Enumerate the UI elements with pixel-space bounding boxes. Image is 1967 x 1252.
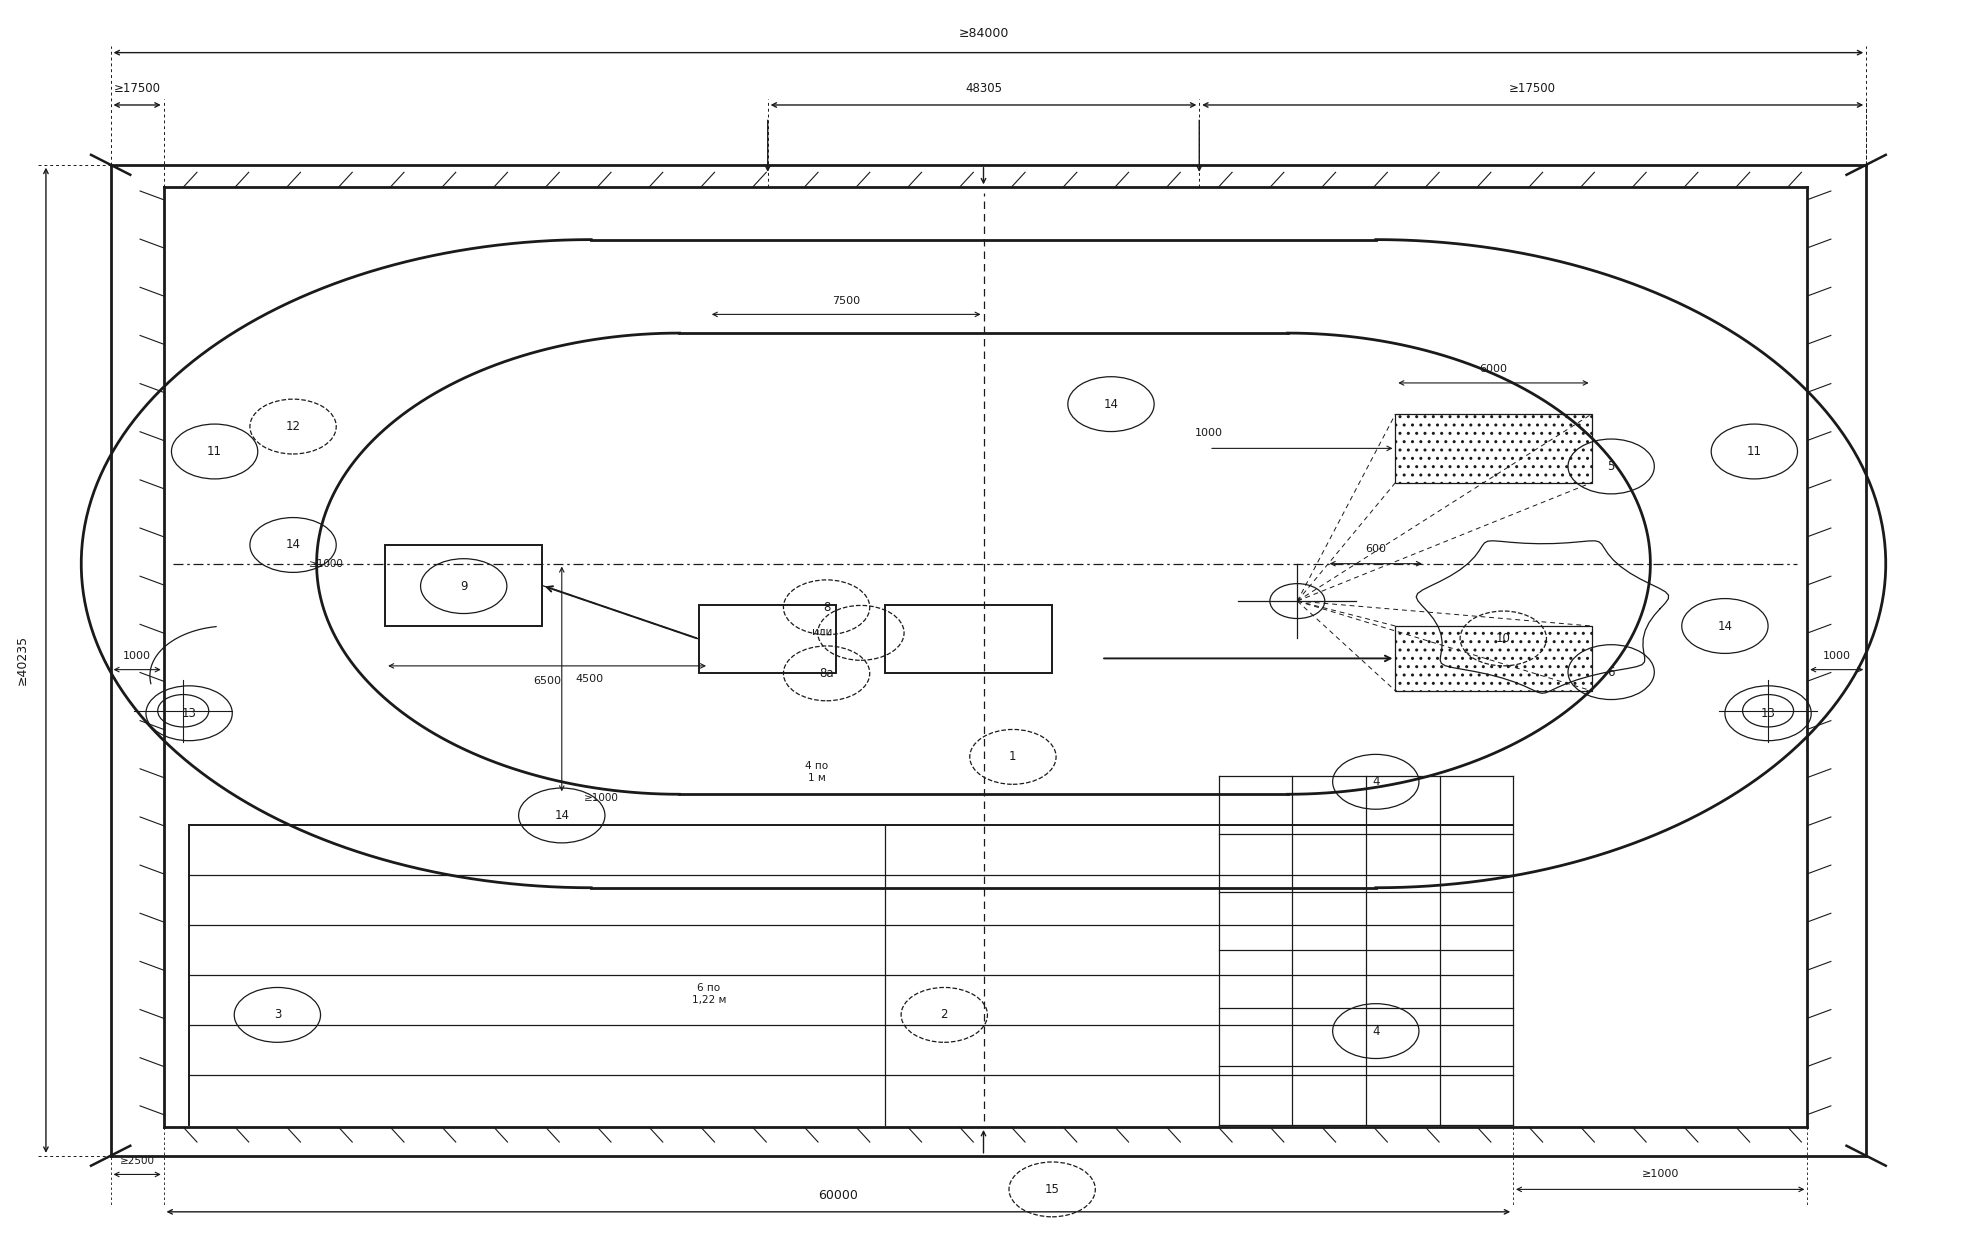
Text: 1000: 1000 bbox=[1196, 428, 1223, 438]
Text: 4: 4 bbox=[1373, 775, 1379, 789]
Text: 6 по
1,22 м: 6 по 1,22 м bbox=[692, 983, 726, 1004]
Text: 14: 14 bbox=[1717, 620, 1733, 632]
Text: 600: 600 bbox=[1365, 543, 1387, 553]
Text: 8а: 8а bbox=[820, 667, 834, 680]
Text: 4500: 4500 bbox=[576, 674, 604, 684]
Text: 1000: 1000 bbox=[124, 651, 151, 661]
Bar bbox=[885, 605, 1052, 674]
Text: 11: 11 bbox=[1747, 444, 1762, 458]
Text: 14: 14 bbox=[555, 809, 568, 823]
Text: 9: 9 bbox=[460, 580, 468, 592]
Text: 6: 6 bbox=[1607, 666, 1615, 679]
Text: 7500: 7500 bbox=[832, 295, 860, 305]
Text: 14: 14 bbox=[1103, 398, 1119, 411]
Text: 8: 8 bbox=[822, 601, 830, 613]
Text: ≥1000: ≥1000 bbox=[309, 558, 344, 568]
Text: ≥17500: ≥17500 bbox=[114, 83, 161, 95]
Text: 2: 2 bbox=[940, 1008, 948, 1022]
Text: или: или bbox=[812, 627, 832, 637]
Text: 4 по
1 м: 4 по 1 м bbox=[805, 761, 828, 782]
Text: 11: 11 bbox=[207, 444, 222, 458]
Bar bbox=[1395, 414, 1591, 483]
Text: 13: 13 bbox=[181, 706, 197, 720]
Bar bbox=[386, 545, 543, 626]
Text: 4: 4 bbox=[1373, 1024, 1379, 1038]
Text: 15: 15 bbox=[1044, 1183, 1060, 1196]
Text: 13: 13 bbox=[1760, 706, 1776, 720]
Text: ≥40235: ≥40235 bbox=[16, 635, 30, 685]
Text: 1: 1 bbox=[1009, 750, 1017, 764]
Text: 60000: 60000 bbox=[818, 1189, 858, 1202]
Bar bbox=[1395, 626, 1591, 691]
Text: 1000: 1000 bbox=[1823, 651, 1851, 661]
Text: ≥84000: ≥84000 bbox=[958, 28, 1009, 40]
Text: ≥17500: ≥17500 bbox=[1509, 83, 1556, 95]
Text: 3: 3 bbox=[273, 1008, 281, 1022]
Text: 6000: 6000 bbox=[1479, 364, 1507, 374]
Text: 14: 14 bbox=[285, 538, 301, 551]
Bar bbox=[698, 605, 836, 674]
Text: ≥1000: ≥1000 bbox=[584, 793, 618, 803]
Text: 5: 5 bbox=[1607, 459, 1615, 473]
Text: ≥2500: ≥2500 bbox=[120, 1156, 155, 1166]
Text: 48305: 48305 bbox=[966, 83, 1001, 95]
Text: 6500: 6500 bbox=[533, 676, 561, 686]
Text: 10: 10 bbox=[1495, 632, 1511, 645]
Text: 12: 12 bbox=[285, 421, 301, 433]
Text: ≥1000: ≥1000 bbox=[1642, 1169, 1680, 1179]
